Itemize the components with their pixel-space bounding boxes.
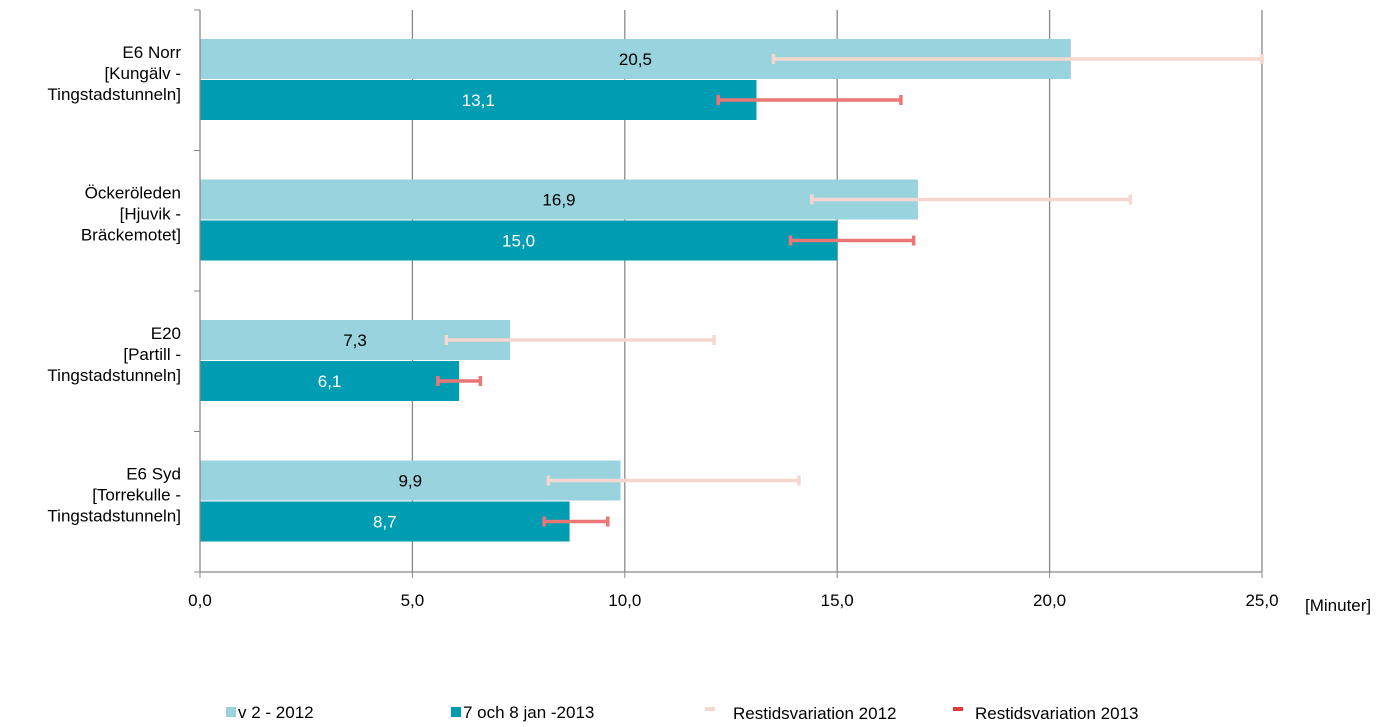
bar bbox=[200, 501, 570, 542]
category-label-line: [Hjuvik - bbox=[120, 205, 181, 224]
category-label-line: E6 Norr bbox=[122, 43, 181, 62]
category-label: Öckeröleden [Hjuvik - Bräckemotet] bbox=[81, 184, 181, 245]
legend-label: Restidsvariation 2012 bbox=[733, 704, 896, 723]
legend: v 2 - 2012 7 och 8 jan -2013 Restidsvariat… bbox=[226, 703, 1138, 723]
bar bbox=[200, 80, 757, 120]
bar bbox=[200, 361, 460, 401]
category-label: E20 [Partill - Tingstadstunneln] bbox=[47, 324, 181, 385]
data-label: 13,1 bbox=[462, 91, 495, 110]
bars bbox=[200, 39, 1071, 542]
x-tick-label: 25,0 bbox=[1245, 591, 1278, 610]
category-label: E6 Norr [Kungälv - Tingstadstunneln] bbox=[47, 43, 181, 104]
legend-swatch bbox=[451, 707, 461, 717]
category-label-line: Tingstadstunneln] bbox=[47, 366, 181, 385]
category-label-line: Tingstadstunneln] bbox=[47, 507, 181, 526]
category-label-line: E20 bbox=[151, 324, 181, 343]
category-label-line: E6 Syd bbox=[126, 465, 181, 484]
category-label-line: [Partill - bbox=[123, 345, 181, 364]
bar bbox=[200, 220, 838, 261]
x-tick-label: 20,0 bbox=[1033, 591, 1066, 610]
legend-label: Restidsvariation 2013 bbox=[975, 704, 1138, 723]
legend-swatch bbox=[226, 707, 236, 717]
error-bars bbox=[436, 54, 1264, 527]
legend-label: 7 och 8 jan -2013 bbox=[463, 703, 594, 722]
legend-label: v 2 - 2012 bbox=[238, 703, 314, 722]
data-label: 7,3 bbox=[343, 331, 367, 350]
x-tick-label: 15,0 bbox=[821, 591, 854, 610]
data-label: 6,1 bbox=[318, 372, 342, 391]
category-label: E6 Syd [Torrekulle - Tingstadstunneln] bbox=[47, 465, 181, 526]
category-label-line: Öckeröleden bbox=[85, 184, 181, 203]
category-label-line: Tingstadstunneln] bbox=[47, 85, 181, 104]
category-label-line: [Kungälv - bbox=[104, 64, 181, 83]
labels: 0,0 5,0 10,0 15,0 20,0 25,0 [Minuter] E6 Norr [K… bbox=[47, 43, 1371, 615]
data-label: 9,9 bbox=[398, 472, 422, 491]
axes bbox=[194, 9, 1263, 578]
bar bbox=[200, 179, 918, 220]
x-tick-label: 0,0 bbox=[188, 591, 212, 610]
data-label: 20,5 bbox=[619, 50, 652, 69]
category-label-line: Bräckemotet] bbox=[81, 226, 181, 245]
x-tick-label: 5,0 bbox=[401, 591, 425, 610]
x-axis-title: [Minuter] bbox=[1305, 596, 1371, 615]
data-label: 16,9 bbox=[542, 191, 575, 210]
data-label: 8,7 bbox=[373, 513, 397, 532]
x-tick-label: 10,0 bbox=[608, 591, 641, 610]
data-label: 15,0 bbox=[502, 232, 535, 251]
category-label-line: [Torrekulle - bbox=[92, 486, 181, 505]
